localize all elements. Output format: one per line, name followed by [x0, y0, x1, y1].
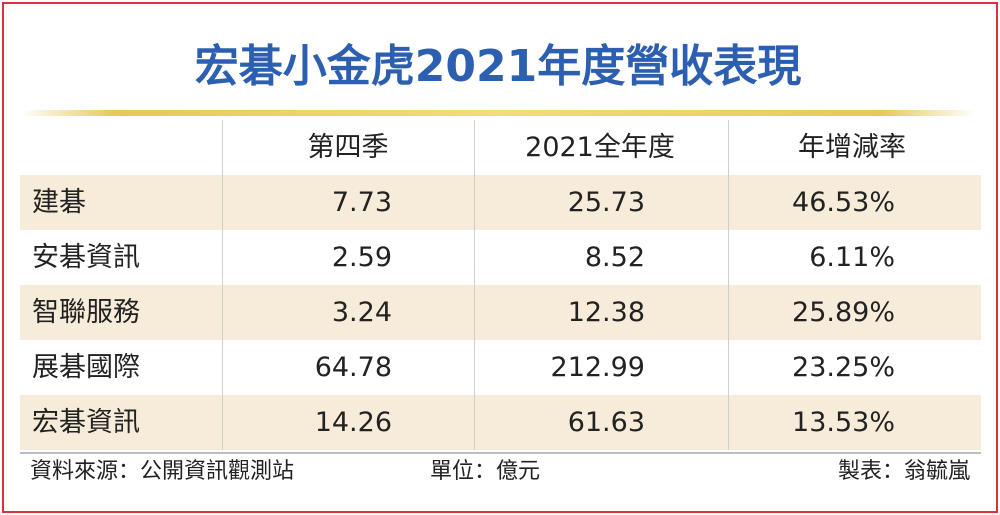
- value-cell: 6.11%: [809, 242, 895, 273]
- header-cell: 年增減率: [798, 132, 906, 163]
- title: 宏碁小金虎2021年度營收表現: [194, 41, 802, 92]
- value-cell: 25.89%: [792, 297, 895, 328]
- divider: [20, 452, 981, 454]
- header-cell: 2021全年度: [525, 132, 675, 163]
- value-cell: 12.38: [567, 297, 645, 328]
- value-cell: 61.63: [567, 407, 645, 438]
- row-label: 宏碁資訊: [32, 407, 140, 438]
- value-cell: 64.78: [314, 352, 392, 383]
- value-cell: 212.99: [550, 352, 645, 383]
- source: 資料來源：公開資訊觀測站: [30, 459, 295, 484]
- value-cell: 46.53%: [792, 187, 895, 218]
- row-background: [20, 285, 981, 340]
- column-divider: [222, 120, 223, 450]
- divider: [20, 110, 976, 116]
- column-divider: [474, 120, 475, 450]
- value-cell: 13.53%: [792, 407, 895, 438]
- value-cell: 8.52: [584, 242, 645, 273]
- header-cell: 第四季: [307, 132, 389, 163]
- value-cell: 23.25%: [792, 352, 895, 383]
- author: 製表：翁毓嵐: [837, 459, 970, 484]
- row-background: [20, 175, 981, 230]
- value-cell: 25.73: [567, 187, 645, 218]
- value-cell: 3.24: [331, 297, 392, 328]
- value-cell: 7.73: [331, 187, 392, 218]
- row-background: [20, 395, 981, 450]
- column-divider: [728, 120, 729, 450]
- unit: 單位：億元: [430, 459, 541, 484]
- row-label: 安碁資訊: [32, 242, 140, 273]
- row-label: 展碁國際: [32, 352, 140, 383]
- value-cell: 2.59: [331, 242, 392, 273]
- value-cell: 14.26: [314, 407, 392, 438]
- row-label: 智聯服務: [32, 297, 140, 328]
- row-label: 建碁: [32, 187, 86, 218]
